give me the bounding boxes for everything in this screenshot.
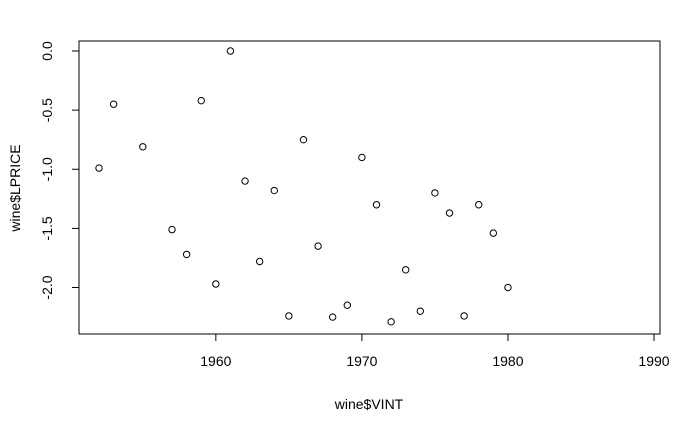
data-point <box>314 242 322 250</box>
y-tick-label: -1.0 <box>39 157 55 181</box>
x-axis: 1960 1970 1980 1990 <box>200 334 670 369</box>
data-point <box>226 47 235 55</box>
y-axis: 0.0 -0.5 -1.0 -1.5 -2.0 <box>39 41 79 300</box>
y-tick-label: -0.5 <box>39 98 55 122</box>
plot-frame <box>78 40 661 335</box>
data-point <box>285 312 293 320</box>
data-point <box>431 189 439 197</box>
data-point <box>489 229 498 237</box>
y-tick-label: 0.0 <box>39 41 55 61</box>
x-tick-label: 1970 <box>346 353 377 369</box>
data-point <box>139 143 147 151</box>
data-point <box>109 100 118 108</box>
data-point <box>255 257 264 266</box>
data-point <box>212 280 220 288</box>
data-point <box>372 201 381 209</box>
x-axis-title: wine$VINT <box>334 396 404 412</box>
y-tick-label: -2.0 <box>39 275 55 299</box>
data-point <box>182 250 191 259</box>
data-points <box>95 47 512 326</box>
data-point <box>270 186 278 195</box>
data-point <box>475 201 483 209</box>
data-point <box>416 307 425 315</box>
y-axis-title: wine$LPRICE <box>7 144 23 232</box>
x-tick-label: 1990 <box>638 353 669 369</box>
data-point <box>197 96 205 105</box>
x-tick-label: 1960 <box>200 353 231 369</box>
data-point <box>95 164 103 172</box>
data-point <box>387 318 395 326</box>
x-tick-label: 1980 <box>492 353 523 369</box>
data-point <box>358 153 366 162</box>
data-point <box>504 283 512 292</box>
data-point <box>168 225 176 234</box>
y-tick-label: -1.5 <box>39 216 55 240</box>
data-point <box>460 312 468 320</box>
data-point <box>343 301 351 309</box>
data-point <box>402 266 410 274</box>
data-point <box>299 135 308 144</box>
data-point <box>445 209 454 217</box>
data-point <box>328 313 337 321</box>
data-point <box>241 177 249 185</box>
